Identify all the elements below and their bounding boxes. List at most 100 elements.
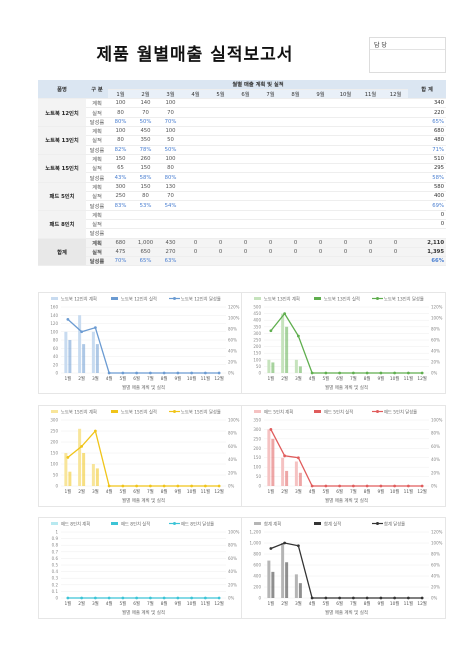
table-cell — [308, 172, 333, 183]
chart-svg: 패드 5인치 계획 패드 5인치 실적 패드 5인치 달성률 0 50 100 150 200… — [253, 409, 442, 505]
table-cell — [333, 145, 358, 155]
y-tick-label: 0.3 — [52, 576, 59, 581]
table-cell — [358, 154, 383, 165]
table-row: 노트북 15인치 계획 150 260 100 510 — [38, 154, 447, 183]
rate-point — [310, 596, 314, 600]
row-total — [408, 228, 447, 239]
total-cell — [358, 256, 383, 267]
table-cell — [258, 200, 283, 211]
table-cell — [183, 200, 208, 211]
y-tick-label: 0.1 — [52, 589, 59, 594]
table-cell: 70 — [158, 191, 183, 202]
table-cell — [283, 182, 308, 193]
table-row: 달성률 43% 58% 80% 58% — [38, 172, 447, 183]
table-cell — [358, 98, 383, 109]
table-cell — [283, 191, 308, 202]
y-tick-label: 80 — [53, 338, 59, 343]
y2-tick-label: 20% — [228, 582, 237, 587]
table-cell: 80% — [108, 117, 133, 128]
rate-point — [310, 371, 314, 375]
table-cell — [233, 228, 258, 239]
table-cell — [308, 182, 333, 193]
table-cell — [208, 191, 233, 202]
y2-tick-label: 80% — [228, 431, 237, 436]
y2-tick-label: 60% — [228, 338, 237, 343]
product-name: 패드 8인치 — [38, 210, 86, 239]
y2-tick-label: 40% — [431, 349, 440, 354]
x-tick-label: 11월 — [404, 600, 413, 607]
legend-label: 합계 달성률 — [384, 521, 405, 528]
table-cell — [358, 182, 383, 193]
total-cell: 650 — [133, 247, 158, 258]
table-row: 달성률 — [38, 228, 447, 239]
grand-total: 2,110 — [408, 238, 447, 248]
approval-divider — [370, 49, 445, 50]
row-label: 달성률 — [86, 228, 108, 239]
y2-tick-label: 0% — [228, 596, 235, 601]
month-header: 4월 — [183, 89, 208, 100]
rate-point — [135, 596, 139, 600]
rate-point — [283, 454, 287, 458]
actual-bar — [271, 362, 275, 373]
table-cell — [308, 200, 333, 211]
rate-point — [324, 484, 328, 488]
x-tick-label: 1월 — [65, 600, 72, 607]
chart-1: 노트북 12인치 계획 노트북 12인치 실적 노트북 12인치 달성률 0 20 40 6… — [38, 292, 243, 394]
y2-tick-label: 0% — [431, 484, 438, 489]
legend-swatch — [51, 522, 58, 525]
rate-point — [217, 484, 221, 488]
table-cell: 50 — [158, 135, 183, 146]
total-cell — [333, 256, 358, 267]
rate-point — [420, 484, 424, 488]
row-label: 실적 — [86, 219, 108, 230]
table-cell: 70 — [158, 107, 183, 118]
approval-label: 담 당 — [374, 42, 387, 49]
total-cell: 0 — [383, 238, 409, 248]
table-cell — [208, 163, 233, 174]
legend-label: 노트북 13인치 실적 — [324, 296, 360, 303]
table-cell — [383, 172, 409, 183]
x-tick-label: 1월 — [65, 375, 72, 382]
row-label: 계획 — [86, 210, 108, 220]
rate-point — [190, 484, 194, 488]
actual-bar — [68, 471, 72, 486]
rate-point — [269, 329, 273, 333]
rate-point — [338, 596, 342, 600]
table-cell — [133, 228, 158, 239]
y2-tick-label: 0% — [431, 371, 438, 376]
x-tick-label: 9월 — [175, 600, 182, 607]
table-cell — [383, 210, 409, 220]
total-cell: 0 — [208, 247, 233, 258]
x-tick-label: 1월 — [268, 375, 275, 382]
x-tick-label: 10월 — [390, 488, 399, 495]
y-tick-label: 0 — [55, 371, 58, 376]
table-cell — [258, 228, 283, 239]
total-cell: 0 — [358, 247, 383, 258]
actual-bar — [82, 453, 86, 486]
x-tick-label: 2월 — [78, 488, 85, 495]
rate-point — [393, 371, 397, 375]
x-tick-label: 10월 — [187, 600, 196, 607]
table-cell — [258, 126, 283, 137]
y-tick-label: 0.8 — [52, 543, 59, 548]
legend-label: 노트북 13인치 계획 — [264, 296, 300, 303]
x-tick-label: 6월 — [133, 488, 140, 495]
row-label: 달성률 — [86, 117, 108, 128]
y-tick-label: 40 — [53, 354, 59, 359]
actual-bar — [298, 472, 302, 486]
chart-2: 노트북 13인치 계획 노트북 13인치 실적 노트북 13인치 달성률 0 50 100… — [241, 292, 446, 394]
legend-marker — [376, 522, 379, 525]
plan-bar — [267, 560, 271, 598]
y2-tick-label: 100% — [431, 316, 443, 321]
table-cell: 80 — [108, 107, 133, 118]
rate-point — [107, 484, 111, 488]
legend-label: 합계 계획 — [264, 521, 281, 528]
x-tick-label: 9월 — [378, 488, 385, 495]
table-cell — [258, 210, 283, 220]
table-cell — [258, 117, 283, 128]
table-cell — [283, 117, 308, 128]
x-tick-label: 1월 — [65, 488, 72, 495]
month-header: 2월 — [133, 89, 158, 100]
legend-swatch — [254, 297, 261, 300]
legend-marker — [173, 522, 176, 525]
